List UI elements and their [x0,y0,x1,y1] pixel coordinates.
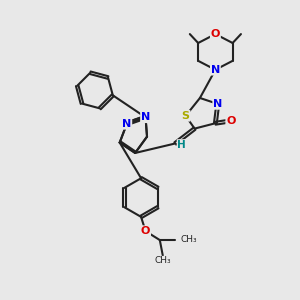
Text: O: O [141,226,150,236]
Text: O: O [226,116,236,126]
Text: S: S [182,111,190,121]
Text: N: N [213,99,222,109]
Text: CH₃: CH₃ [180,235,196,244]
Text: CH₃: CH₃ [154,256,171,266]
Text: N: N [141,112,150,122]
Text: N: N [122,119,131,129]
Text: N: N [211,65,220,75]
Text: H: H [177,140,186,150]
Text: O: O [211,29,220,39]
